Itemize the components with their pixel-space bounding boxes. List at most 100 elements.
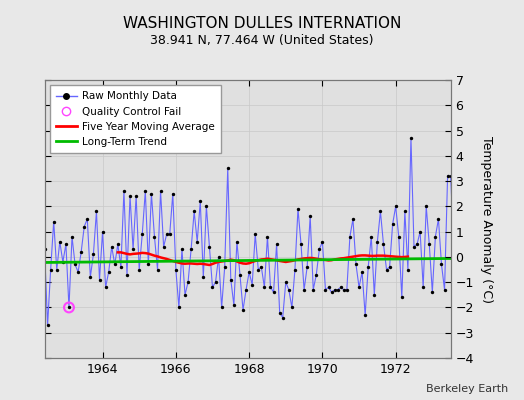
Text: 38.941 N, 77.464 W (United States): 38.941 N, 77.464 W (United States) [150, 34, 374, 47]
Point [187, 246, 195, 252]
Point [428, 289, 436, 296]
Point [236, 271, 244, 278]
Point [358, 269, 366, 275]
Point [117, 264, 125, 270]
Point [65, 304, 73, 311]
Point [86, 274, 94, 280]
Point [208, 284, 216, 290]
Point [150, 234, 159, 240]
Text: WASHINGTON DULLES INTERNATION: WASHINGTON DULLES INTERNATION [123, 16, 401, 31]
Point [300, 286, 308, 293]
Point [196, 198, 204, 204]
Point [416, 228, 424, 235]
Point [266, 284, 275, 290]
Point [132, 193, 140, 200]
Point [95, 276, 104, 283]
Point [178, 246, 186, 252]
Point [388, 221, 397, 227]
Point [294, 206, 302, 212]
Point [199, 274, 208, 280]
Point [74, 269, 82, 275]
Legend: Raw Monthly Data, Quality Control Fail, Five Year Moving Average, Long-Term Tren: Raw Monthly Data, Quality Control Fail, … [50, 85, 221, 153]
Point [181, 292, 189, 298]
Point [440, 286, 449, 293]
Point [462, 218, 470, 225]
Point [77, 249, 85, 255]
Point [285, 286, 293, 293]
Point [434, 216, 443, 222]
Point [239, 307, 247, 313]
Point [346, 234, 354, 240]
Point [184, 279, 192, 285]
Point [141, 188, 149, 194]
Point [242, 286, 250, 293]
Point [205, 244, 214, 250]
Point [147, 190, 156, 197]
Point [269, 289, 278, 296]
Point [446, 173, 455, 179]
Point [458, 264, 467, 270]
Point [272, 241, 281, 248]
Point [370, 292, 378, 298]
Point [156, 188, 165, 194]
Point [111, 261, 119, 268]
Point [211, 279, 220, 285]
Point [443, 173, 452, 179]
Point [407, 135, 415, 141]
Point [230, 302, 238, 308]
Point [297, 241, 305, 248]
Point [336, 284, 345, 290]
Point [138, 231, 146, 237]
Point [159, 244, 168, 250]
Point [352, 261, 360, 268]
Point [453, 271, 461, 278]
Point [56, 238, 64, 245]
Point [331, 286, 339, 293]
Point [379, 241, 388, 248]
Point [306, 213, 314, 220]
Point [245, 269, 253, 275]
Point [144, 261, 152, 268]
Point [257, 264, 266, 270]
Point [413, 241, 421, 248]
Point [260, 284, 269, 290]
Point [373, 238, 381, 245]
Point [40, 246, 49, 252]
Point [349, 216, 357, 222]
Point [422, 203, 430, 210]
Point [401, 208, 409, 215]
Point [162, 231, 171, 237]
Point [226, 276, 235, 283]
Point [68, 234, 76, 240]
Point [477, 234, 485, 240]
Point [43, 322, 52, 328]
Point [431, 234, 440, 240]
Point [104, 269, 113, 275]
Point [89, 251, 97, 258]
Point [395, 234, 403, 240]
Point [214, 254, 223, 260]
Point [474, 261, 482, 268]
Point [120, 188, 128, 194]
Point [312, 271, 321, 278]
Point [288, 304, 296, 311]
Point [126, 193, 134, 200]
Point [438, 261, 446, 268]
Point [107, 244, 116, 250]
Point [343, 286, 351, 293]
Point [333, 286, 342, 293]
Point [99, 228, 107, 235]
Point [129, 246, 137, 252]
Point [62, 241, 70, 248]
Point [193, 238, 201, 245]
Point [221, 264, 229, 270]
Point [303, 264, 311, 270]
Point [361, 312, 369, 318]
Point [385, 264, 394, 270]
Point [391, 203, 400, 210]
Point [315, 246, 323, 252]
Point [169, 190, 177, 197]
Point [233, 238, 241, 245]
Point [251, 231, 259, 237]
Point [276, 309, 284, 316]
